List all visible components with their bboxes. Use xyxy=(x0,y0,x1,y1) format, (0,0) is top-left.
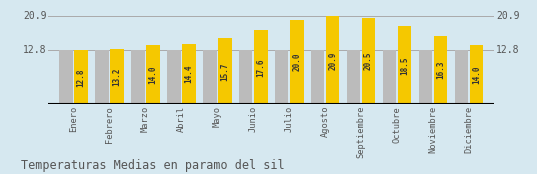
Text: 15.7: 15.7 xyxy=(220,62,229,81)
Bar xyxy=(311,50,324,104)
Bar xyxy=(290,20,303,104)
Bar xyxy=(203,50,216,104)
Bar xyxy=(167,50,180,104)
Bar xyxy=(95,50,108,104)
Text: 12.8: 12.8 xyxy=(496,45,519,55)
Bar xyxy=(362,18,375,104)
Bar xyxy=(146,45,160,104)
Bar xyxy=(218,38,231,104)
Text: 17.6: 17.6 xyxy=(256,58,265,77)
Text: 20.9: 20.9 xyxy=(328,51,337,70)
Bar xyxy=(434,36,447,104)
Text: 14.0: 14.0 xyxy=(472,66,481,84)
Text: 16.3: 16.3 xyxy=(436,61,445,79)
Text: 14.4: 14.4 xyxy=(184,65,193,83)
Bar xyxy=(74,50,88,104)
Text: 20.9: 20.9 xyxy=(496,11,519,21)
Bar xyxy=(239,50,252,104)
Text: 12.8: 12.8 xyxy=(23,45,47,55)
Bar xyxy=(254,30,267,104)
Text: 20.5: 20.5 xyxy=(364,52,373,70)
Bar xyxy=(398,26,411,104)
Bar xyxy=(418,50,432,104)
Bar xyxy=(131,50,144,104)
Text: 14.0: 14.0 xyxy=(148,66,157,84)
Bar xyxy=(347,50,360,104)
Bar xyxy=(383,50,396,104)
Text: 20.9: 20.9 xyxy=(23,11,47,21)
Bar xyxy=(469,45,483,104)
Text: Temperaturas Medias en paramo del sil: Temperaturas Medias en paramo del sil xyxy=(21,159,285,172)
Bar xyxy=(59,50,73,104)
Text: 13.2: 13.2 xyxy=(112,67,121,86)
Bar xyxy=(454,50,468,104)
Text: 20.0: 20.0 xyxy=(292,53,301,72)
Bar xyxy=(182,44,195,104)
Text: 12.8: 12.8 xyxy=(77,68,85,87)
Bar xyxy=(110,49,124,104)
Bar xyxy=(275,50,288,104)
Bar xyxy=(326,16,339,104)
Text: 18.5: 18.5 xyxy=(400,56,409,75)
